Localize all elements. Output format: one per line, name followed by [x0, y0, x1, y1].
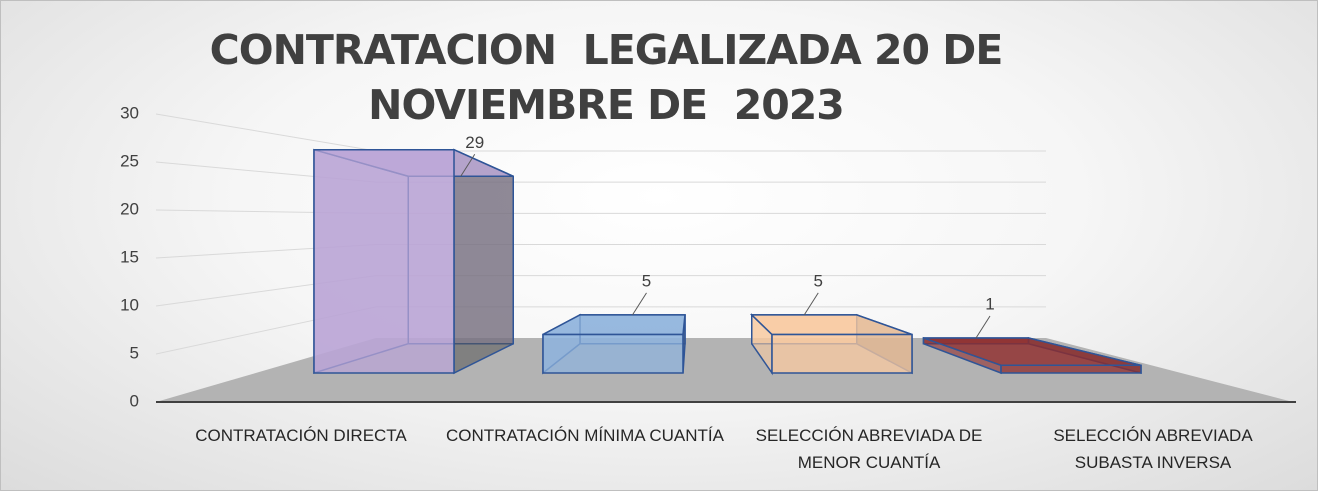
y-tick-label: 0 — [130, 391, 139, 410]
y-tick-label: 20 — [120, 199, 139, 218]
bar — [313, 148, 455, 374]
grid-line — [155, 113, 377, 152]
leader-line — [975, 315, 991, 339]
data-label: 1 — [985, 294, 994, 313]
x-tick-label: CONTRATACIÓN DIRECTA — [195, 426, 407, 445]
x-tick-label: SELECCIÓN ABREVIADA DE MENOR CUANTÍA — [755, 426, 983, 472]
leader-line — [460, 154, 476, 177]
leader-line — [632, 292, 647, 316]
bar-top — [749, 314, 913, 336]
data-label: 5 — [814, 271, 823, 290]
y-tick-label: 30 — [120, 103, 139, 122]
data-label: 29 — [465, 133, 484, 152]
y-tick-label: 15 — [120, 247, 139, 266]
bar-top — [542, 314, 686, 336]
data-label: 5 — [642, 271, 651, 290]
chart-title: CONTRATACION LEGALIZADA 20 DE NOVIEMBRE … — [209, 26, 1016, 129]
bar — [1000, 364, 1142, 374]
leader-line — [803, 292, 819, 316]
bar — [771, 333, 913, 374]
y-tick-label: 25 — [120, 151, 139, 170]
bar — [542, 333, 684, 374]
y-tick-label: 5 — [130, 343, 139, 362]
x-tick-label: SELECCIÓN ABREVIADA SUBASTA INVERSA — [1053, 426, 1253, 472]
bar-side — [453, 148, 514, 375]
x-tick-label: CONTRATACIÓN MÍNIMA CUANTÍA — [446, 426, 724, 445]
y-tick-label: 10 — [120, 295, 139, 314]
